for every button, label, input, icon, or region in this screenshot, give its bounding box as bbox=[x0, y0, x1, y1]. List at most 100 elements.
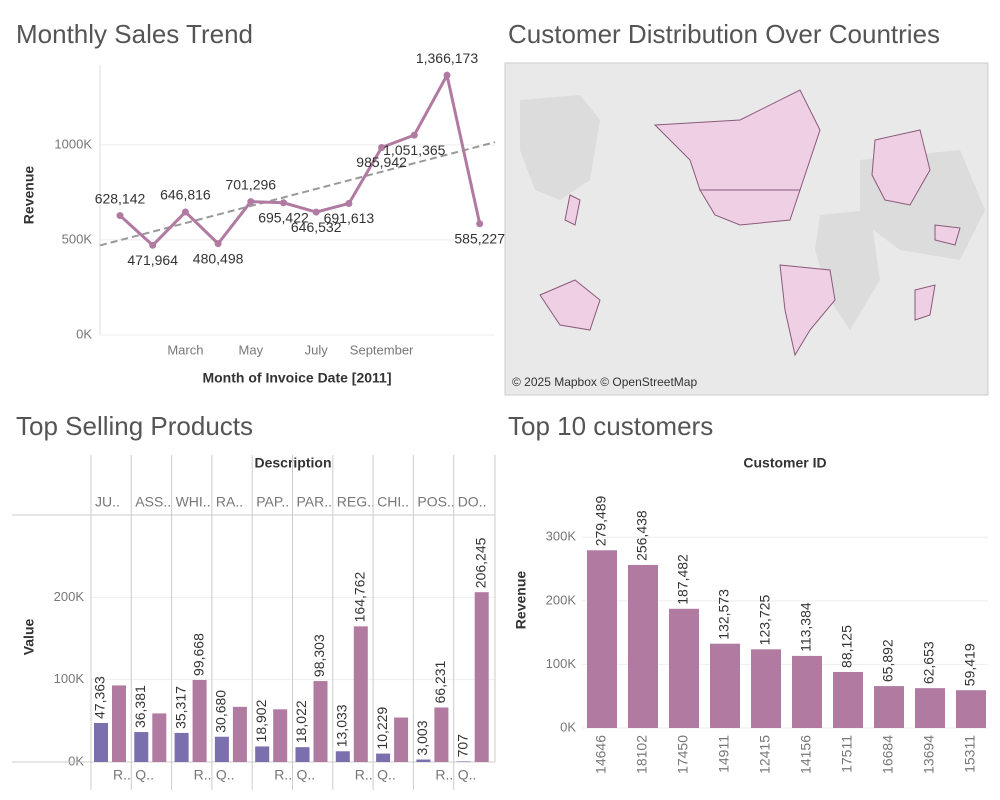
bar bbox=[394, 717, 409, 762]
sub-label: Q.. bbox=[135, 767, 154, 783]
sub-label: R.. bbox=[194, 767, 212, 783]
chart-title: Monthly Sales Trend bbox=[16, 19, 253, 49]
value-label: 47,363 bbox=[92, 676, 108, 719]
point bbox=[443, 71, 451, 79]
value-label: 646,532 bbox=[291, 219, 342, 235]
y-tick-label: 100K bbox=[54, 671, 85, 686]
value-label: 13,033 bbox=[334, 704, 350, 747]
sales-line bbox=[118, 71, 482, 248]
value-label: 88,125 bbox=[839, 625, 855, 668]
bar bbox=[474, 592, 489, 762]
bar bbox=[134, 732, 149, 762]
value-label: 3,003 bbox=[414, 720, 430, 755]
point bbox=[181, 208, 189, 216]
value-label: 628,142 bbox=[95, 190, 146, 206]
x-tick-label: 16684 bbox=[880, 735, 896, 774]
bar bbox=[710, 643, 740, 728]
bar bbox=[669, 608, 699, 728]
value-label: 10,229 bbox=[374, 707, 390, 750]
x-tick-label: 12415 bbox=[757, 735, 773, 774]
sub-label: R.. bbox=[274, 767, 292, 783]
column-label: REG.. bbox=[337, 494, 375, 510]
x-tick-label: May bbox=[239, 342, 264, 357]
y-tick-label: 300K bbox=[546, 529, 577, 544]
value-label: 164,762 bbox=[352, 572, 368, 623]
value-label: 585,227 bbox=[454, 230, 505, 246]
y-tick-label: 500K bbox=[62, 231, 93, 246]
point bbox=[476, 220, 484, 228]
x-tick-label: 15311 bbox=[962, 735, 978, 773]
column-label: POS.. bbox=[417, 494, 454, 510]
column-label: PAR.. bbox=[297, 494, 333, 510]
chart-title: Customer Distribution Over Countries bbox=[508, 19, 940, 49]
value-label: 36,381 bbox=[132, 685, 148, 728]
map-attribution: © 2025 Mapbox © OpenStreetMap bbox=[512, 375, 697, 389]
value-label: 18,022 bbox=[293, 700, 309, 743]
column-label: DO.. bbox=[458, 494, 487, 510]
value-label: 123,725 bbox=[757, 595, 773, 646]
bar bbox=[874, 686, 904, 728]
value-label: 471,964 bbox=[127, 252, 178, 268]
sub-label: R.. bbox=[435, 767, 453, 783]
bar bbox=[434, 707, 449, 762]
value-label: 279,489 bbox=[593, 495, 609, 546]
value-label: 695,422 bbox=[258, 209, 309, 225]
value-label: 65,892 bbox=[880, 639, 896, 682]
bar bbox=[313, 681, 328, 762]
bar bbox=[416, 759, 431, 762]
y-tick-label: 0K bbox=[560, 719, 576, 734]
column-label: PAP.. bbox=[256, 494, 289, 510]
value-label: 187,482 bbox=[675, 554, 691, 605]
bar bbox=[335, 751, 350, 762]
x-tick-label: September bbox=[350, 342, 414, 357]
column-header: Customer ID bbox=[743, 455, 826, 471]
point bbox=[410, 131, 418, 139]
y-axis-title: Revenue bbox=[21, 166, 37, 225]
value-label: 62,653 bbox=[921, 641, 937, 684]
x-axis-title: Month of Invoice Date [2011] bbox=[202, 370, 391, 386]
x-tick-label: March bbox=[167, 342, 203, 357]
y-tick-label: 200K bbox=[546, 592, 577, 607]
point bbox=[312, 208, 320, 216]
value-label: 691,613 bbox=[324, 210, 375, 226]
point bbox=[345, 199, 353, 207]
bar bbox=[956, 690, 986, 728]
y-tick-label: 1000K bbox=[54, 136, 92, 151]
column-label: JU.. bbox=[95, 494, 120, 510]
sub-label: R.. bbox=[113, 767, 131, 783]
y-axis-title: Revenue bbox=[513, 571, 529, 630]
value-label: 59,419 bbox=[962, 643, 978, 686]
x-tick-label: 17450 bbox=[675, 735, 691, 774]
point bbox=[116, 212, 124, 220]
value-label: 1,366,173 bbox=[416, 50, 478, 66]
value-label: 1,051,365 bbox=[383, 142, 445, 158]
value-label: 35,317 bbox=[172, 686, 188, 729]
x-tick-label: July bbox=[305, 342, 329, 357]
bar bbox=[174, 732, 189, 762]
bar bbox=[152, 713, 167, 762]
y-tick-label: 0K bbox=[68, 753, 84, 768]
value-label: 113,384 bbox=[798, 602, 814, 652]
sub-label: Q.. bbox=[297, 767, 316, 783]
value-label: 707 bbox=[454, 734, 470, 758]
column-label: RA.. bbox=[216, 494, 243, 510]
point bbox=[214, 240, 222, 248]
value-label: 98,303 bbox=[311, 634, 327, 677]
x-tick-label: 14156 bbox=[798, 735, 814, 774]
x-tick-label: 14646 bbox=[593, 735, 609, 774]
column-label: CHI.. bbox=[377, 494, 409, 510]
map bbox=[504, 62, 989, 396]
x-tick-label: 18102 bbox=[634, 735, 650, 774]
column-label: ASS.. bbox=[135, 494, 171, 510]
sub-label: Q.. bbox=[216, 767, 235, 783]
sub-label: Q.. bbox=[377, 767, 396, 783]
x-tick-label: 14911 bbox=[716, 735, 732, 773]
bar bbox=[833, 671, 863, 728]
bar bbox=[192, 679, 207, 762]
value-label: 256,438 bbox=[634, 510, 650, 561]
y-tick-label: 200K bbox=[54, 589, 85, 604]
bar bbox=[915, 688, 945, 728]
value-label: 480,498 bbox=[193, 250, 244, 266]
point bbox=[149, 241, 157, 249]
